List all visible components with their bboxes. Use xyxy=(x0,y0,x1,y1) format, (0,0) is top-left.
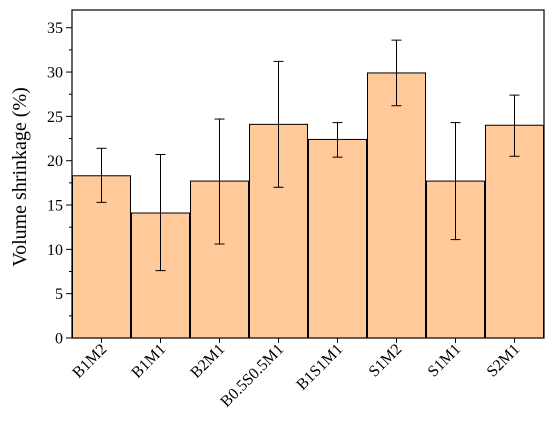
y-tick-label: 0 xyxy=(55,331,63,348)
x-tick-label: B1M2 xyxy=(69,341,110,382)
y-tick-label: 20 xyxy=(47,153,63,170)
bars-layer xyxy=(72,72,544,339)
x-tick-label: B1M1 xyxy=(128,341,169,382)
axes-layer xyxy=(66,9,545,343)
y-tick-label: 30 xyxy=(47,65,63,82)
x-tick-label: B1S1M1 xyxy=(293,341,346,394)
bar-B1S1M1 xyxy=(308,138,367,339)
y-tick-label: 35 xyxy=(47,20,63,37)
y-tick-label: 15 xyxy=(47,198,63,215)
plot-frame xyxy=(71,9,545,339)
bar-S2M1 xyxy=(485,124,544,339)
error-bars-layer xyxy=(96,39,520,272)
y-tick-label: 5 xyxy=(55,286,63,303)
y-tick-label: 25 xyxy=(47,109,63,126)
x-tick-label: S1M1 xyxy=(425,341,465,381)
x-tick-label: S1M2 xyxy=(366,341,406,381)
y-tick-label: 10 xyxy=(47,242,63,259)
y-axis-title: Volume shrinkage (%) xyxy=(9,87,31,267)
x-tick-label: S2M1 xyxy=(484,341,524,381)
x-tick-label: B2M1 xyxy=(187,341,228,382)
x-tick-label: B0.5S0.5M1 xyxy=(217,341,287,411)
bar-S1M2 xyxy=(367,72,426,339)
